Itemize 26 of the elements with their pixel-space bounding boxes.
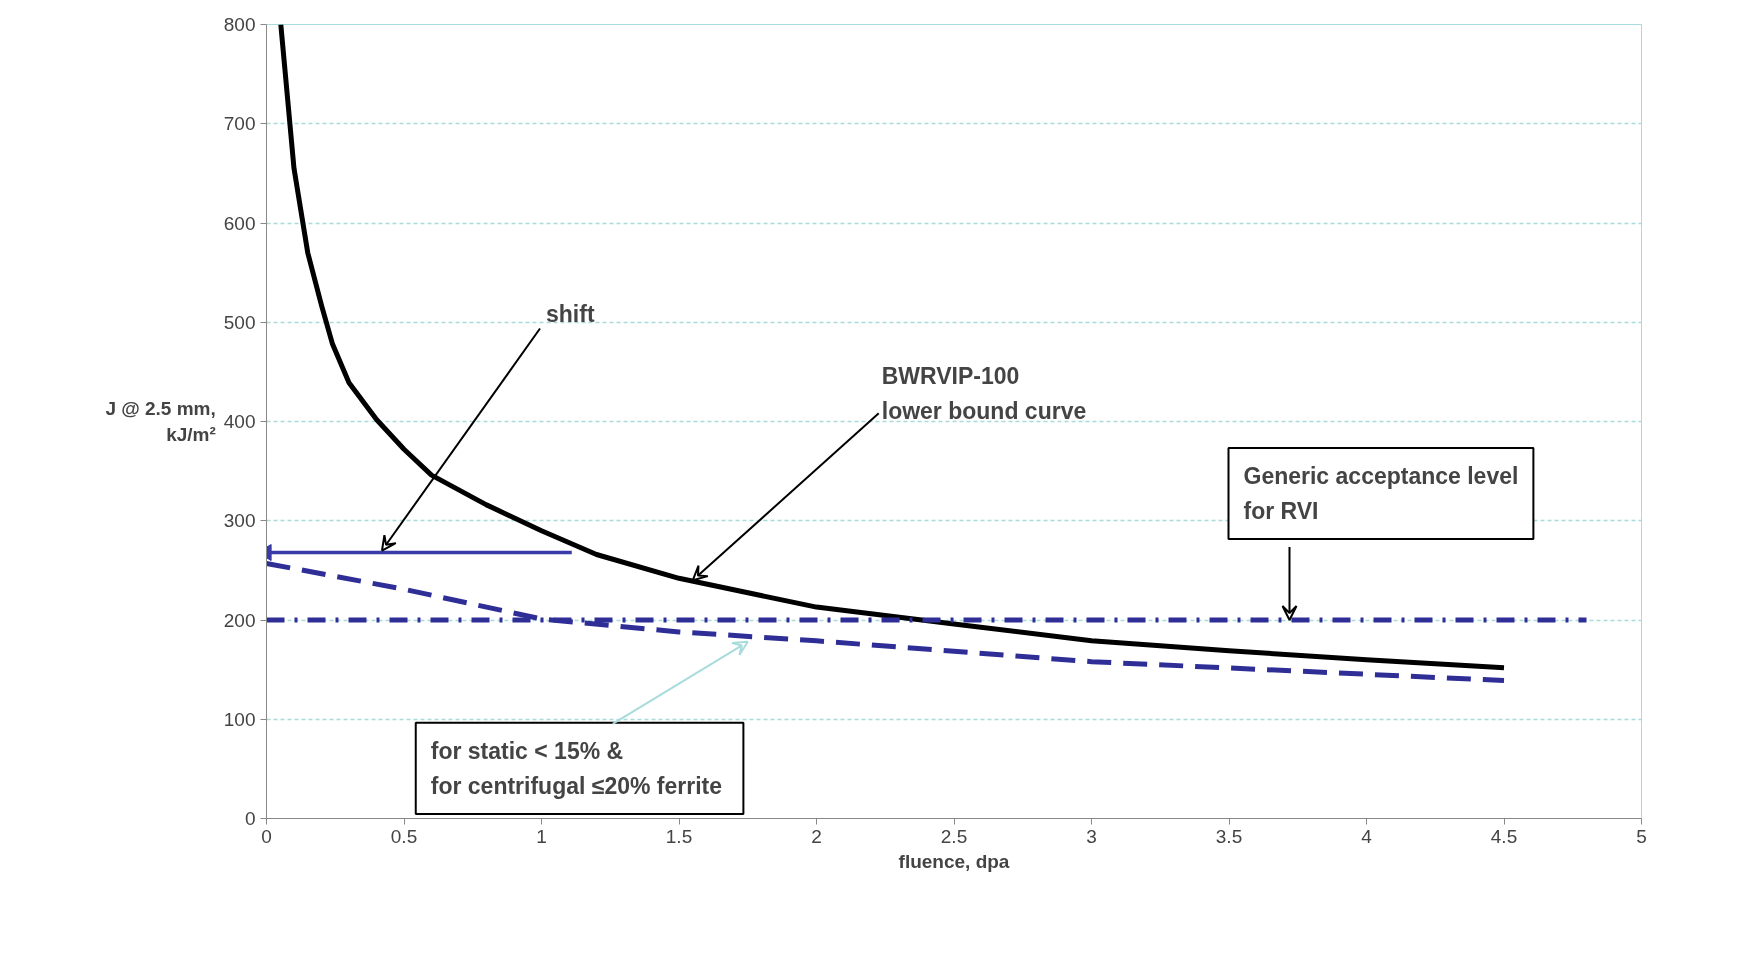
y-tick-label: 700 xyxy=(223,113,256,135)
x-tick-label: 4.5 xyxy=(1490,825,1518,847)
y-tick-label: 500 xyxy=(223,311,256,333)
x-tick-label: 3 xyxy=(1086,825,1097,847)
annotation: shift xyxy=(546,300,595,327)
x-axis-title: fluence, dpa xyxy=(898,850,1010,872)
annotation: for static < 15% & for centrifugal ≤20% ferrite xyxy=(430,737,723,799)
y-tick-label: 100 xyxy=(223,708,256,730)
x-tick-label: 2 xyxy=(811,825,822,847)
x-tick-label: 5 xyxy=(1636,825,1647,847)
x-tick-label: 3.5 xyxy=(1215,825,1243,847)
y-tick-label: 600 xyxy=(223,212,256,234)
x-tick-label: 4 xyxy=(1361,825,1373,847)
annotation: Generic acceptance level for RVI xyxy=(1243,463,1519,525)
y-tick-label: 300 xyxy=(223,510,256,532)
y-axis-title: J @ 2.5 mm, kJ/m² xyxy=(105,398,216,445)
y-tick-label: 200 xyxy=(223,609,256,631)
annotation: BWRVIP-100 lower bound curve xyxy=(881,363,1087,425)
y-tick-label: 800 xyxy=(223,14,256,35)
x-tick-label: 1.5 xyxy=(665,825,693,847)
x-tick-label: 1 xyxy=(536,825,547,847)
x-tick-label: 0.5 xyxy=(390,825,418,847)
y-tick-label: 400 xyxy=(223,411,256,432)
x-tick-label: 0 xyxy=(261,825,272,847)
y-tick-label: 0 xyxy=(244,808,256,829)
x-tick-label: 2.5 xyxy=(940,825,968,847)
